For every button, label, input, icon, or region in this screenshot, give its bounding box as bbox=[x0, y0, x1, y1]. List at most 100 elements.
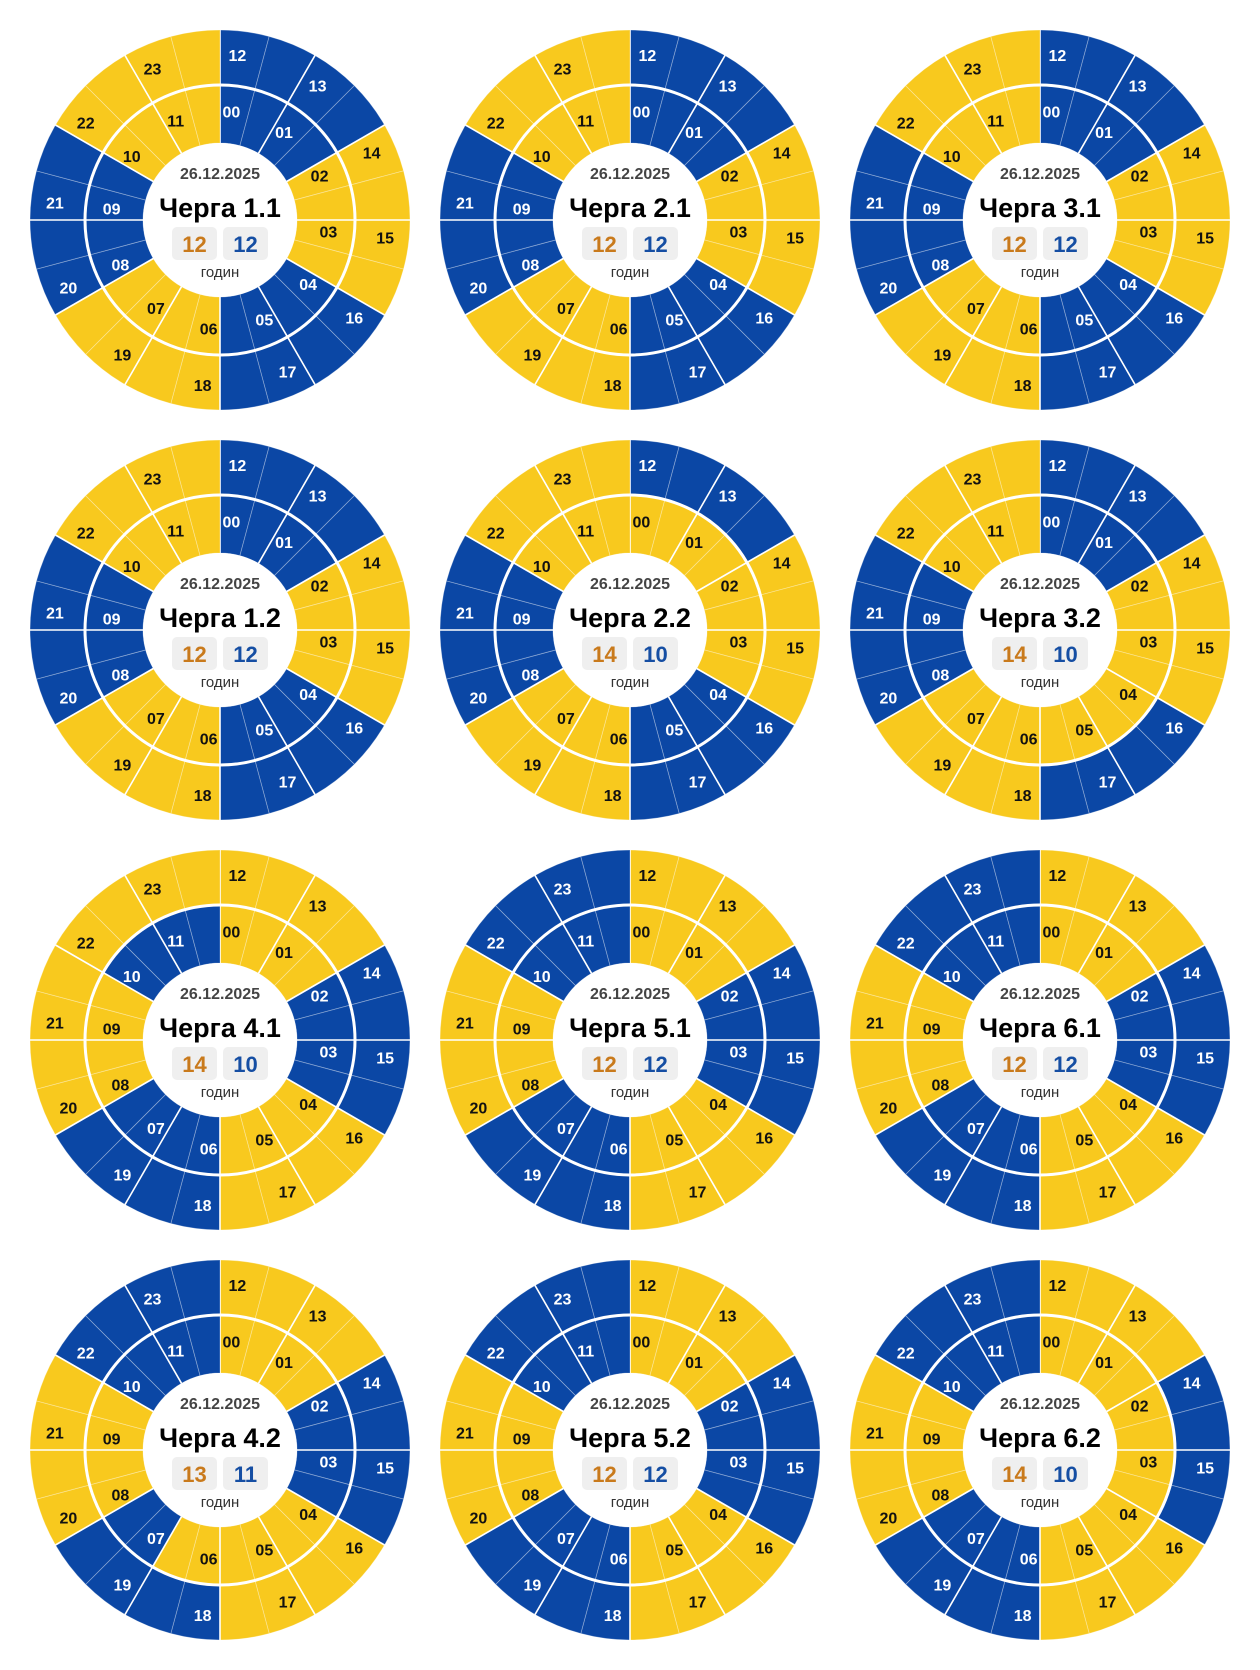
chart-date: 26.12.2025 bbox=[1000, 576, 1080, 593]
schedule-chart: 00 01 02 03 04 05 06 07 08 09 10 11 12 13 14 15 16 17 18 19… bbox=[439, 1259, 821, 1641]
hour-label: 04 bbox=[1119, 1097, 1137, 1114]
hour-divider bbox=[1077, 922, 1109, 974]
hour-label: 08 bbox=[932, 257, 950, 274]
hour-divider bbox=[336, 1106, 385, 1136]
hour-divider bbox=[336, 1354, 385, 1384]
hour-label: 12 bbox=[638, 868, 656, 885]
hour-divider bbox=[746, 534, 795, 564]
yellow-hours-badge bbox=[992, 227, 1037, 260]
hour-label: 06 bbox=[610, 1141, 628, 1158]
hour-divider bbox=[696, 875, 726, 924]
hour-divider bbox=[257, 1106, 289, 1158]
hour-label: 20 bbox=[879, 1511, 897, 1528]
hour-label: 18 bbox=[194, 788, 212, 805]
hour-divider bbox=[561, 1106, 593, 1158]
hour-divider bbox=[257, 1332, 289, 1384]
hour-label: 12 bbox=[638, 1278, 656, 1295]
blue-hours-count: 12 bbox=[1053, 1052, 1077, 1077]
hour-label: 23 bbox=[144, 881, 162, 898]
hour-divider bbox=[1156, 1106, 1205, 1136]
hour-label: 18 bbox=[1014, 788, 1032, 805]
hour-label: 19 bbox=[934, 1577, 952, 1594]
hour-label: 17 bbox=[1099, 365, 1117, 382]
hour-label: 19 bbox=[114, 1167, 132, 1184]
hour-divider bbox=[667, 512, 699, 564]
hour-label: 08 bbox=[522, 1487, 540, 1504]
hour-label: 22 bbox=[897, 525, 915, 542]
hour-divider bbox=[55, 1516, 104, 1546]
hour-divider bbox=[696, 1285, 726, 1334]
hour-label: 19 bbox=[934, 1167, 952, 1184]
hours-unit-label: годин bbox=[1021, 1494, 1060, 1511]
hours-unit-label: годин bbox=[201, 264, 240, 281]
hour-divider bbox=[124, 55, 154, 104]
hour-divider bbox=[1077, 102, 1109, 154]
hour-label: 04 bbox=[1119, 1507, 1137, 1524]
hour-divider bbox=[257, 512, 289, 564]
hour-divider bbox=[1156, 696, 1205, 726]
hour-divider bbox=[667, 286, 699, 338]
hour-divider bbox=[465, 696, 514, 726]
hour-divider bbox=[922, 1077, 974, 1109]
hour-divider bbox=[696, 257, 748, 289]
hour-divider bbox=[746, 124, 795, 154]
hour-divider bbox=[667, 102, 699, 154]
hour-label: 17 bbox=[689, 775, 707, 792]
hour-label: 04 bbox=[709, 687, 727, 704]
hour-divider bbox=[512, 667, 564, 699]
hour-label: 11 bbox=[167, 933, 184, 950]
hour-divider bbox=[1106, 1381, 1158, 1413]
hour-divider bbox=[512, 561, 564, 593]
hour-label: 01 bbox=[275, 1355, 293, 1372]
hour-label: 05 bbox=[1075, 1133, 1093, 1150]
hour-divider bbox=[286, 561, 338, 593]
hour-label: 16 bbox=[1165, 1131, 1183, 1148]
hour-label: 02 bbox=[721, 169, 739, 186]
hour-divider bbox=[696, 1077, 748, 1109]
hour-divider bbox=[1077, 1106, 1109, 1158]
hour-label: 11 bbox=[577, 933, 594, 950]
hour-divider bbox=[1077, 286, 1109, 338]
blue-hours-badge bbox=[1043, 1457, 1088, 1490]
hour-divider bbox=[971, 1106, 1003, 1158]
hour-label: 22 bbox=[77, 525, 95, 542]
hour-divider bbox=[922, 971, 974, 1003]
hour-label: 05 bbox=[255, 313, 273, 330]
hour-divider bbox=[512, 1381, 564, 1413]
hour-divider bbox=[257, 696, 289, 748]
hour-label: 12 bbox=[228, 868, 246, 885]
blue-hours-count: 10 bbox=[643, 642, 667, 667]
hour-label: 10 bbox=[943, 149, 961, 166]
hour-label: 07 bbox=[967, 1121, 985, 1138]
hour-label: 21 bbox=[456, 196, 474, 213]
hour-divider bbox=[151, 922, 183, 974]
hour-divider bbox=[746, 944, 795, 974]
chart-date: 26.12.2025 bbox=[590, 576, 670, 593]
hour-label: 11 bbox=[167, 1343, 184, 1360]
hour-label: 01 bbox=[275, 535, 293, 552]
hour-divider bbox=[561, 102, 593, 154]
hour-label: 00 bbox=[632, 1335, 650, 1352]
hour-label: 02 bbox=[311, 169, 329, 186]
hour-label: 08 bbox=[932, 1077, 950, 1094]
hour-label: 13 bbox=[719, 79, 737, 96]
hour-label: 19 bbox=[114, 1577, 132, 1594]
hour-divider bbox=[1106, 151, 1158, 183]
blue-hours-badge bbox=[1043, 1047, 1088, 1080]
hour-label: 04 bbox=[709, 1507, 727, 1524]
hour-divider bbox=[102, 151, 154, 183]
hour-label: 01 bbox=[275, 125, 293, 142]
hour-label: 14 bbox=[1183, 145, 1201, 162]
hour-label: 01 bbox=[685, 535, 703, 552]
chart-date: 26.12.2025 bbox=[1000, 1396, 1080, 1413]
hour-divider bbox=[286, 465, 316, 514]
hour-label: 14 bbox=[773, 1375, 791, 1392]
hour-divider bbox=[875, 1516, 924, 1546]
schedule-chart: 00 01 02 03 04 05 06 07 08 09 10 11 12 13 14 15 16 17 18 19… bbox=[849, 439, 1231, 821]
hour-divider bbox=[1106, 336, 1136, 385]
hour-divider bbox=[151, 1332, 183, 1384]
hour-divider bbox=[151, 286, 183, 338]
hour-label: 15 bbox=[1196, 1460, 1214, 1477]
blue-hours-count: 11 bbox=[234, 1462, 257, 1487]
hour-label: 18 bbox=[194, 1608, 212, 1625]
